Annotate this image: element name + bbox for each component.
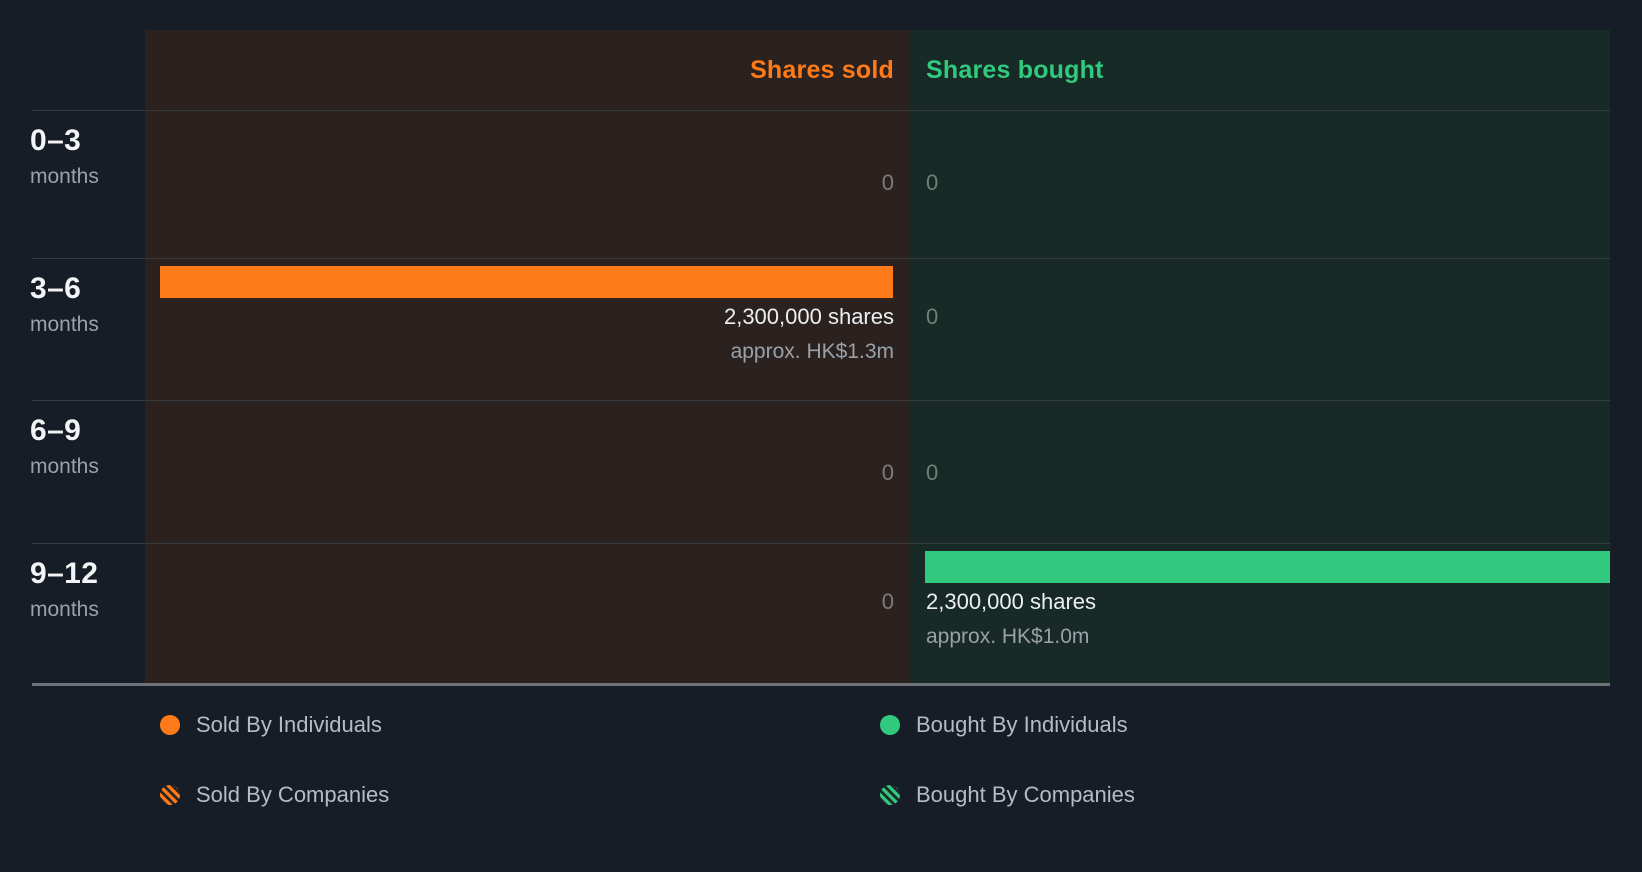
bought-shares-value: 2,300,000 shares — [926, 589, 1097, 614]
sold-column-background — [145, 30, 910, 685]
chart-legend: Sold By Individuals Bought By Individual… — [0, 695, 1642, 855]
row-period-label: 0–3 months — [30, 124, 140, 190]
sold-shares-value: 2,300,000 shares — [723, 304, 894, 329]
shares-bought-header: Shares bought — [926, 55, 1104, 84]
bought-by-companies-marker-icon — [880, 785, 900, 805]
table-row: 3–6 months 2,300,000 shares approx. HK$1… — [0, 258, 1642, 400]
sold-values: 2,300,000 shares approx. HK$1.3m — [145, 302, 910, 367]
row-period-unit: months — [30, 313, 99, 336]
row-divider — [32, 543, 1610, 544]
shares-sold-header: Shares sold — [750, 55, 894, 84]
row-divider — [32, 258, 1610, 259]
bought-shares-value: 0 — [926, 460, 939, 485]
sold-values: 0 — [145, 458, 910, 488]
sold-approx-value: approx. HK$1.3m — [730, 340, 894, 363]
bought-shares-value: 0 — [926, 170, 939, 195]
table-row: 9–12 months 0 2,300,000 shares approx. H… — [0, 543, 1642, 685]
bought-approx-value: approx. HK$1.0m — [926, 625, 1090, 648]
bought-values: 0 — [910, 302, 1610, 332]
row-divider — [32, 110, 1610, 111]
legend-label: Sold By Companies — [196, 782, 390, 807]
row-period-unit: months — [30, 165, 99, 188]
table-row: 0–3 months 0 0 — [0, 110, 1642, 258]
sold-bar — [160, 266, 893, 298]
legend-label: Bought By Individuals — [916, 712, 1128, 737]
bought-values: 0 — [910, 168, 1610, 198]
row-divider — [32, 400, 1610, 401]
row-period-range: 3–6 — [30, 272, 82, 305]
sold-shares-value: 0 — [881, 589, 894, 614]
row-period-label: 6–9 months — [30, 414, 140, 480]
row-period-range: 9–12 — [30, 557, 99, 590]
row-period-unit: months — [30, 455, 99, 478]
legend-label: Sold By Individuals — [196, 712, 382, 737]
sold-shares-value: 0 — [881, 170, 894, 195]
legend-item-bought-by-companies[interactable]: Bought By Companies — [880, 780, 1135, 810]
row-period-unit: months — [30, 598, 99, 621]
sold-values: 0 — [145, 587, 910, 617]
table-row: 6–9 months 0 0 — [0, 400, 1642, 543]
row-period-label: 9–12 months — [30, 557, 140, 623]
row-period-label: 3–6 months — [30, 272, 140, 338]
sold-by-companies-marker-icon — [160, 785, 180, 805]
legend-item-sold-by-individuals[interactable]: Sold By Individuals — [160, 710, 382, 740]
legend-label: Bought By Companies — [916, 782, 1135, 807]
row-period-range: 0–3 — [30, 124, 82, 157]
sold-by-individuals-marker-icon — [160, 715, 180, 735]
bought-by-individuals-marker-icon — [880, 715, 900, 735]
chart-axis-line — [32, 683, 1610, 686]
row-period-range: 6–9 — [30, 414, 82, 447]
sold-shares-value: 0 — [881, 460, 894, 485]
bought-values: 2,300,000 shares approx. HK$1.0m — [910, 587, 1610, 652]
sold-values: 0 — [145, 168, 910, 198]
legend-item-sold-by-companies[interactable]: Sold By Companies — [160, 780, 389, 810]
bought-bar — [925, 551, 1610, 583]
legend-item-bought-by-individuals[interactable]: Bought By Individuals — [880, 710, 1128, 740]
bought-shares-value: 0 — [926, 304, 939, 329]
bought-values: 0 — [910, 458, 1610, 488]
